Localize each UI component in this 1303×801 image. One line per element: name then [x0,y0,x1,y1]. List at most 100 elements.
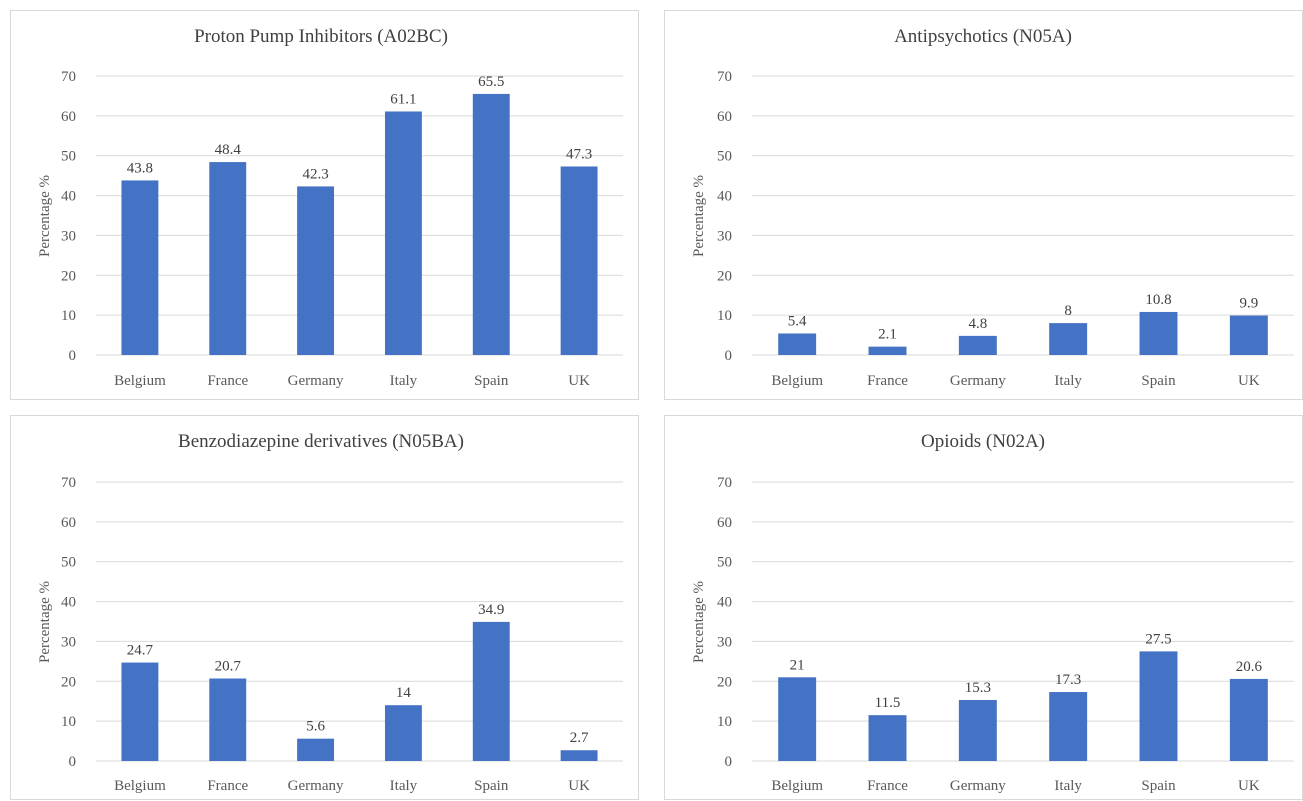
bar [778,333,817,355]
x-category-label: UK [1238,778,1260,794]
y-tick-label: 40 [717,595,732,611]
y-axis-label: Percentage % [37,581,53,663]
data-label: 43.8 [127,160,153,176]
bar [1049,323,1088,355]
data-label: 61.1 [390,91,416,107]
y-tick-label: 0 [69,754,77,770]
data-label: 48.4 [215,142,242,158]
y-tick-label: 0 [725,754,733,770]
data-label: 20.7 [215,658,242,674]
y-tick-label: 70 [61,475,76,491]
x-category-label: Belgium [114,373,166,389]
x-category-label: Germany [950,778,1006,794]
x-category-label: Spain [1141,778,1176,794]
data-label: 27.5 [1145,631,1171,647]
x-category-label: UK [568,373,590,389]
y-tick-label: 60 [61,109,76,125]
data-label: 21 [790,657,805,673]
y-tick-label: 10 [717,308,732,324]
data-label: 4.8 [968,316,987,332]
bar [868,346,907,355]
x-category-label: France [867,373,908,389]
data-label: 2.7 [570,730,589,746]
y-tick-label: 60 [717,515,732,531]
bar [1049,692,1088,761]
x-category-label: Spain [474,778,509,794]
x-category-label: France [207,373,248,389]
bar [209,678,247,761]
y-tick-label: 30 [61,634,76,650]
x-category-label: Germany [288,778,344,794]
y-tick-label: 0 [69,348,77,364]
chart-panel-benzodiazepine-derivatives: Benzodiazepine derivatives (N05BA) Perce… [10,415,639,800]
bar [121,180,159,355]
y-axis-label: Percentage % [37,175,53,257]
bar [209,162,247,355]
data-label: 20.6 [1236,659,1263,675]
data-label: 42.3 [302,166,328,182]
x-category-label: Belgium [771,373,823,389]
y-tick-label: 40 [61,189,76,205]
data-label: 14 [396,685,412,701]
x-category-label: France [867,778,908,794]
y-tick-label: 50 [717,149,732,165]
chart-svg: Antipsychotics (N05A) Percentage % 0 10 20… [691,26,1294,389]
chart-svg: Proton Pump Inhibitors (A02BC) Percentag… [37,26,623,389]
bar [297,186,335,355]
chart-panel-proton-pump-inhibitors: Proton Pump Inhibitors (A02BC) Percentag… [10,10,639,400]
bar [958,335,997,355]
chart-title: Benzodiazepine derivatives (N05BA) [178,431,464,452]
chart-panel-antipsychotics: Antipsychotics (N05A) Percentage % 0 10 20… [664,10,1303,400]
y-tick-label: 20 [61,268,76,284]
data-label: 34.9 [478,602,504,618]
y-tick-label: 30 [717,634,732,650]
y-tick-label: 70 [717,475,732,491]
y-tick-label: 60 [717,109,732,125]
bar [1139,651,1178,761]
x-category-label: Germany [950,373,1006,389]
x-category-label: Italy [1054,373,1082,389]
x-category-label: Italy [390,373,418,389]
y-tick-label: 10 [61,714,76,730]
bar [297,738,335,761]
y-tick-label: 40 [61,595,76,611]
chart-title: Antipsychotics (N05A) [894,26,1072,47]
y-tick-label: 20 [717,268,732,284]
x-category-label: Italy [390,778,418,794]
chart-svg: Opioids (N02A) Percentage % 0 10 20 30 40 50 6… [691,431,1294,794]
y-tick-label: 10 [61,308,76,324]
y-tick-label: 40 [717,189,732,205]
x-category-label: France [207,778,248,794]
y-tick-label: 10 [717,714,732,730]
data-label: 10.8 [1145,292,1171,308]
data-label: 5.6 [306,719,325,735]
bar [384,705,422,761]
y-tick-label: 70 [717,69,732,85]
data-label: 47.3 [566,146,592,162]
y-tick-label: 50 [61,149,76,165]
y-tick-label: 50 [717,555,732,571]
data-label: 65.5 [478,74,504,90]
bar [1229,678,1268,761]
bar [868,715,907,761]
data-label: 24.7 [127,643,154,659]
y-tick-label: 60 [61,515,76,531]
y-tick-label: 0 [725,348,733,364]
y-tick-label: 30 [61,228,76,244]
bar [1229,315,1268,355]
data-label: 5.4 [788,313,807,329]
y-axis-label: Percentage % [691,581,707,663]
y-axis-label: Percentage % [691,175,707,257]
data-label: 9.9 [1239,296,1258,312]
bar [560,750,598,761]
bar [778,677,817,761]
bar [121,662,159,761]
data-label: 2.1 [878,327,897,343]
bar [1139,311,1178,355]
bar [472,621,510,761]
data-label: 11.5 [875,695,901,711]
chart-title: Proton Pump Inhibitors (A02BC) [194,26,448,47]
data-label: 17.3 [1055,672,1081,688]
y-tick-label: 50 [61,555,76,571]
x-category-label: UK [568,778,590,794]
